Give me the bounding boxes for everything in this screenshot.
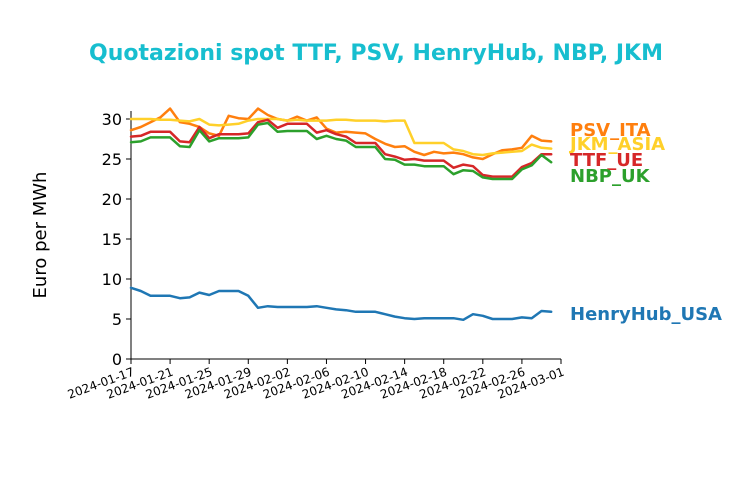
series-line-jkm-asia: [129, 117, 553, 157]
y-tick-label: 10: [102, 270, 122, 289]
y-tick-label: 30: [102, 110, 122, 129]
y-tick-label: 5: [112, 310, 122, 329]
series-label-ttf-ue: TTF_UE: [570, 150, 643, 171]
series-label-jkm-asia: JKM_ASIA: [568, 134, 665, 155]
series-label-henryhub-usa: HenryHub_USA: [570, 304, 722, 325]
y-axis-label: Euro per MWh: [30, 172, 51, 299]
chart-title: Quotazioni spot TTF, PSV, HenryHub, NBP,…: [89, 41, 663, 66]
y-tick-label: 0: [112, 350, 122, 369]
series-line-ttf-ue: [129, 118, 553, 178]
series-lines: [129, 107, 553, 322]
y-tick-label: 25: [102, 150, 122, 169]
y-tick-label: 20: [102, 190, 122, 209]
series-label-nbp-uk: NBP_UK: [570, 166, 651, 187]
series-line-henryhub-usa: [129, 286, 553, 322]
series-line-nbp-uk: [129, 121, 553, 181]
y-tick-label: 15: [102, 230, 122, 249]
series-label-psv-ita: PSV_ITA: [570, 120, 651, 141]
